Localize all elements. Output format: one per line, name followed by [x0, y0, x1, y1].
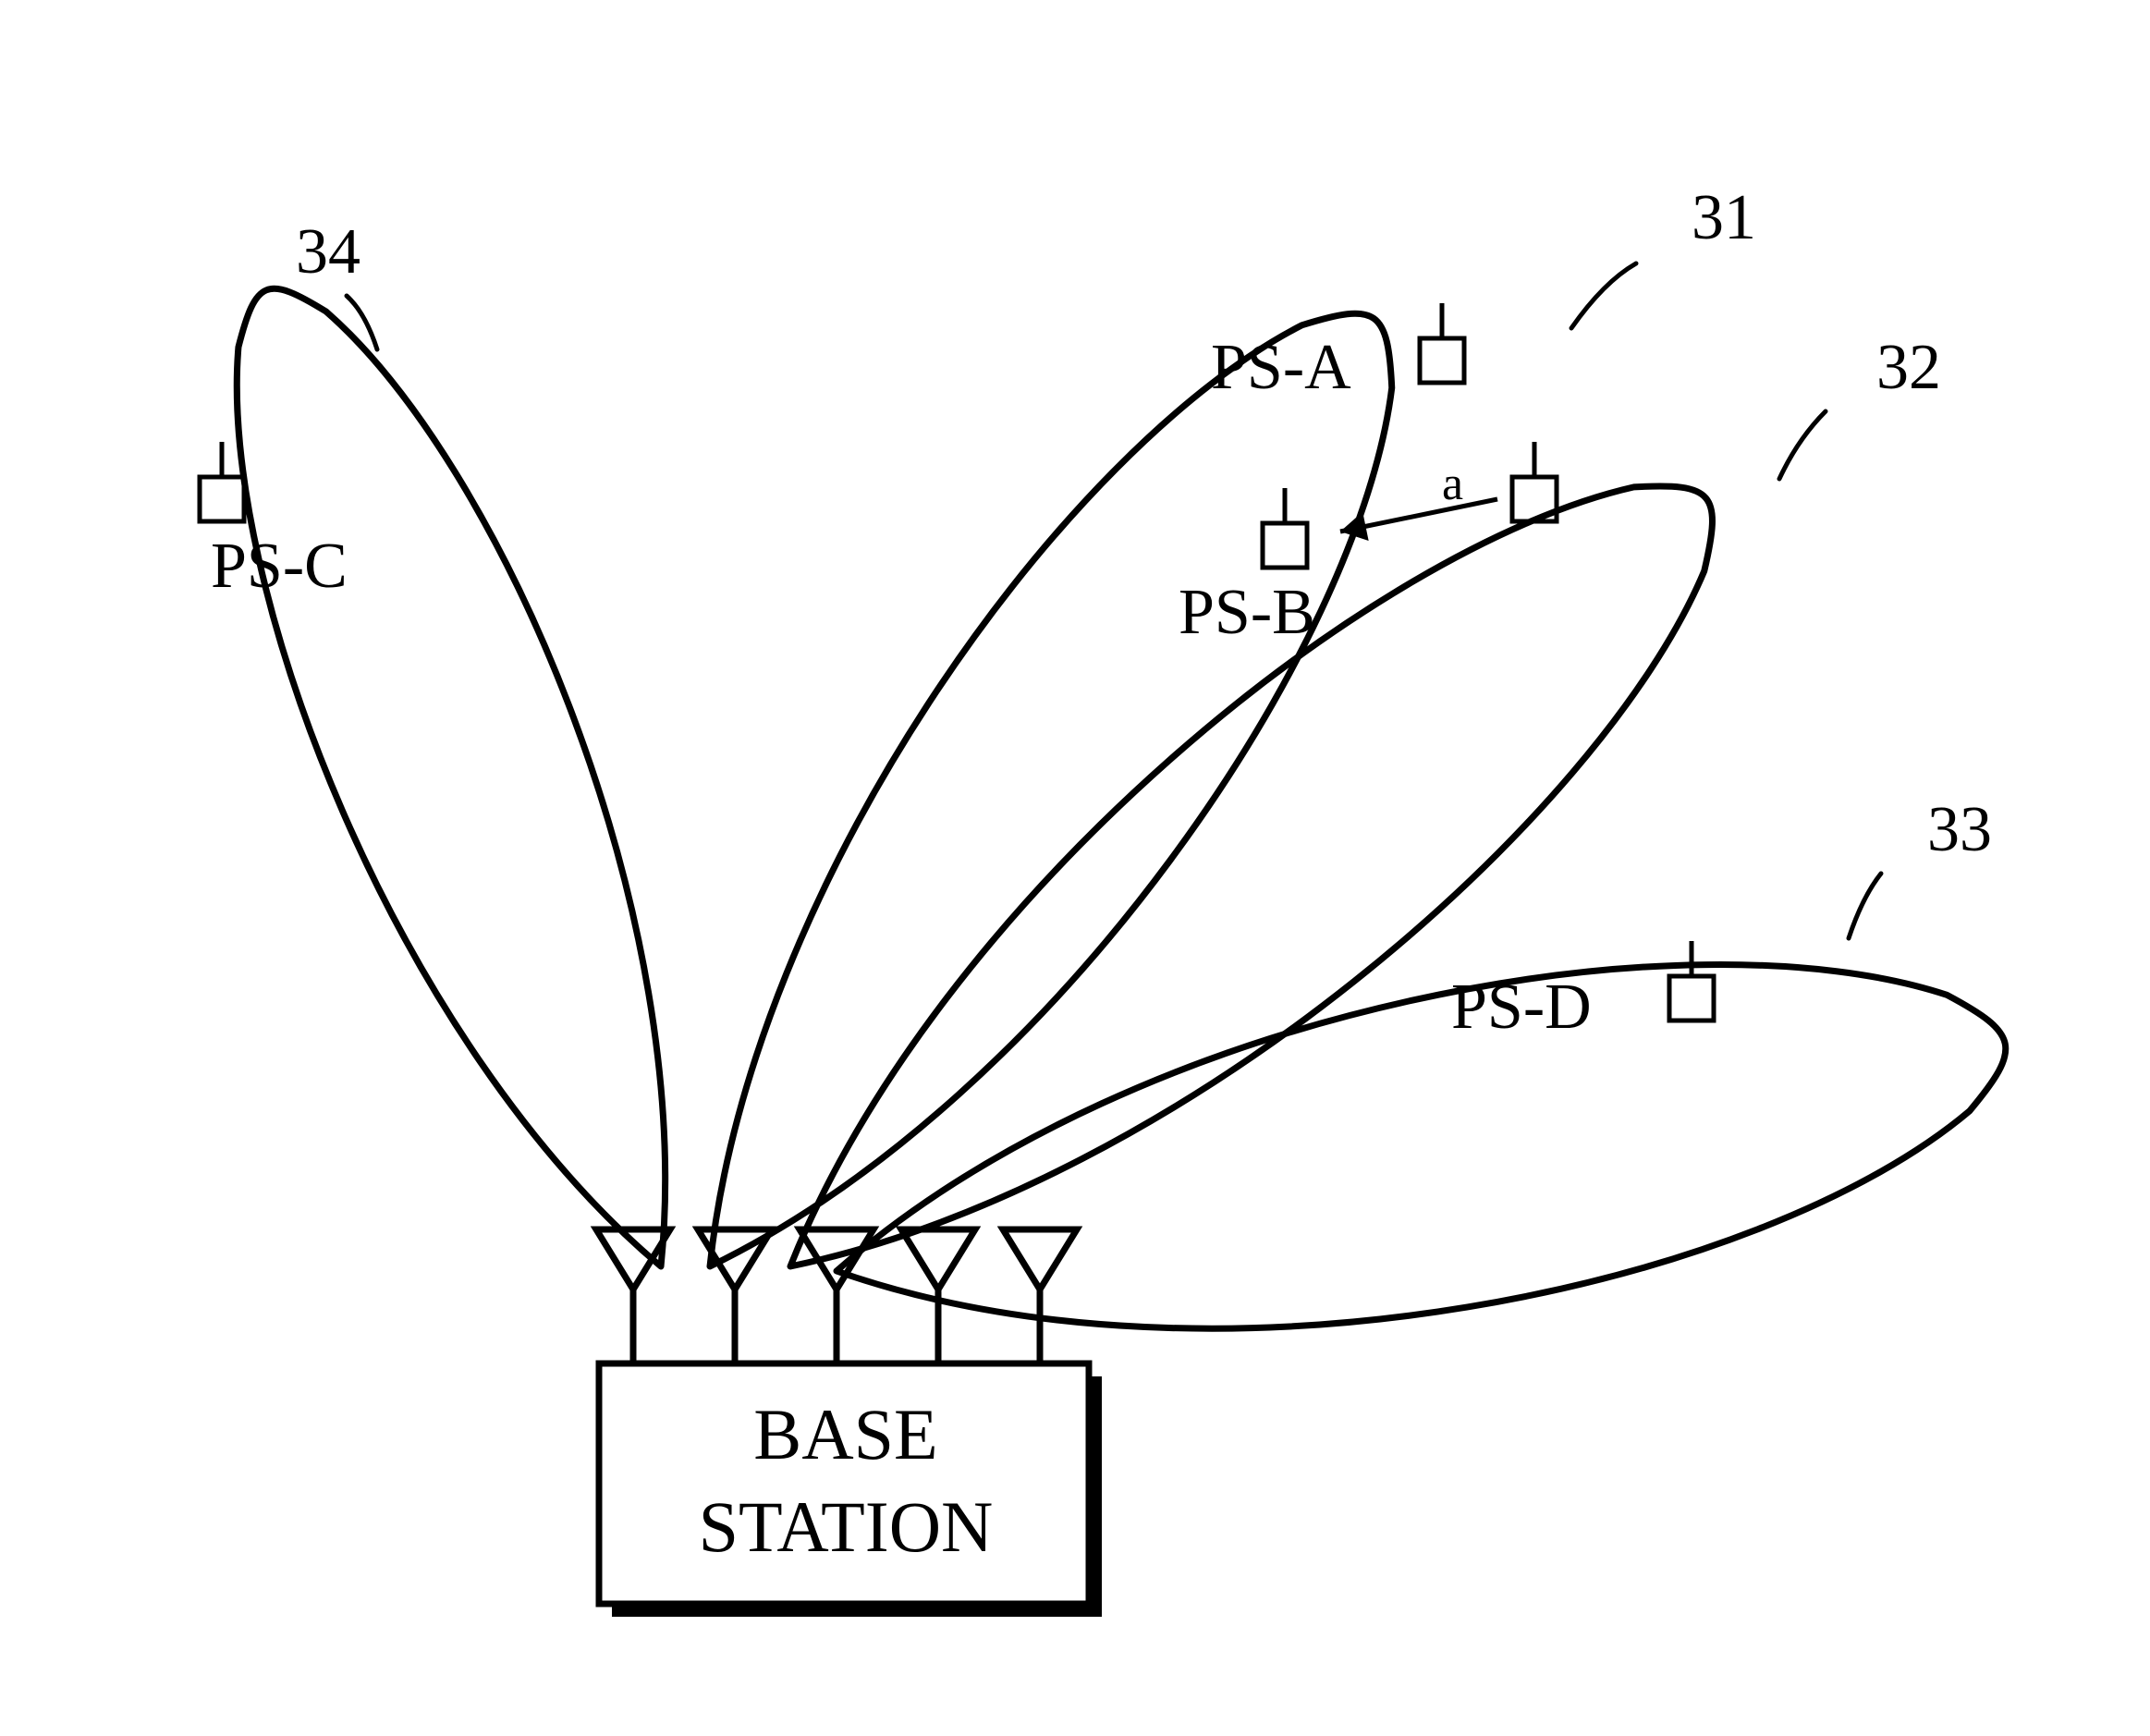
station-psb-box — [1263, 523, 1307, 568]
base-station-label-line1: BASE — [753, 1394, 937, 1474]
beam32-ref-label: 32 — [1876, 332, 1941, 403]
movement-arrow-label: a — [1442, 458, 1463, 510]
beams-group — [237, 288, 2006, 1328]
beam32-leader — [1779, 411, 1826, 479]
station-psb-label: PS-B — [1179, 577, 1315, 648]
beam33 — [837, 964, 2006, 1328]
base-antenna-head-3 — [901, 1229, 975, 1290]
station-psc-box — [200, 477, 244, 521]
beam33-leader — [1849, 874, 1881, 938]
station-psa-label: PS-A — [1211, 332, 1351, 403]
beam34 — [237, 288, 665, 1266]
beam33-ref-label: 33 — [1927, 794, 1992, 865]
beam31-ref-label: 31 — [1692, 182, 1756, 253]
station-psd-label: PS-D — [1451, 972, 1592, 1043]
beam34-leader — [347, 296, 377, 349]
beam31 — [710, 313, 1392, 1266]
beam31-leader — [1571, 263, 1636, 328]
station-psa-box — [1420, 338, 1464, 383]
base-station-label-line2: STATION — [699, 1486, 994, 1567]
beam34-ref-label: 34 — [296, 216, 360, 287]
station-psd-box — [1669, 976, 1714, 1021]
base-antenna-head-4 — [1003, 1229, 1077, 1290]
station-psc-label: PS-C — [211, 531, 348, 602]
